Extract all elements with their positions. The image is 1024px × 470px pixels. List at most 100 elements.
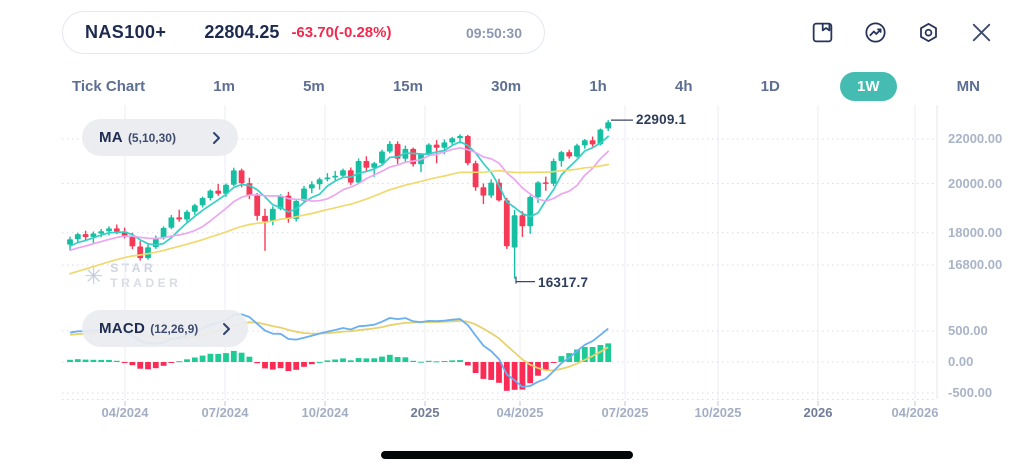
x-axis: 04/2024 07/2024 10/2024 2025 04/2025 07/2025 1…	[0, 405, 1024, 421]
macd-histogram-bar	[605, 343, 612, 362]
x-axis-label: 07/2024	[201, 405, 249, 420]
macd-histogram-bar	[472, 362, 479, 373]
macd-histogram-bar	[394, 357, 401, 362]
candle-body	[480, 187, 487, 196]
home-indicator	[381, 451, 633, 459]
x-axis-label: 2026	[803, 405, 833, 420]
tab-tick-chart[interactable]: Tick Chart	[64, 73, 153, 100]
tab-1w[interactable]: 1W	[840, 71, 897, 101]
y-axis-price-label: 22000.00	[948, 131, 1003, 146]
macd-histogram-bar	[207, 353, 214, 362]
candle-body	[472, 163, 479, 188]
quote-time: 09:50:30	[465, 24, 522, 41]
timeframe-tabs: Tick Chart 1m 5m 15m 30m 1h 4h 1D 1W MN	[64, 70, 988, 102]
candle-body	[581, 140, 588, 146]
macd-histogram-bar	[238, 352, 245, 362]
macd-histogram-bar	[527, 362, 534, 384]
y-axis-macd-label: 0.00	[948, 354, 974, 369]
candle-body	[542, 182, 549, 184]
candle-body	[184, 211, 190, 220]
macd-histogram-bar	[293, 362, 300, 370]
macd-histogram-bar	[574, 349, 580, 362]
macd-histogram-bar	[597, 345, 604, 362]
candle-body	[254, 195, 261, 216]
y-axis: 22000.00 20000.00 18000.00 16800.00 500.00 0.…	[948, 0, 1024, 470]
candle-body	[503, 200, 510, 247]
y-axis-price-label: 20000.00	[948, 175, 1003, 191]
macd-histogram-bar	[402, 357, 409, 362]
macd-histogram-bar	[433, 361, 440, 363]
settings-icon	[920, 22, 937, 43]
macd-histogram-bar	[106, 359, 112, 362]
macd-histogram-bar	[363, 358, 370, 362]
x-axis-label: 10/2025	[694, 405, 742, 420]
macd-histogram-bar	[269, 362, 276, 370]
candle-body	[129, 235, 136, 247]
tab-1h[interactable]: 1h	[581, 73, 615, 100]
candle-body	[527, 197, 534, 227]
macd-histogram-bar	[379, 356, 385, 362]
tab-5m[interactable]: 5m	[295, 73, 333, 100]
macd-histogram-bar	[316, 361, 323, 363]
macd-histogram-bar	[254, 362, 261, 364]
tab-15m[interactable]: 15m	[385, 73, 431, 100]
ma10-line	[69, 146, 610, 252]
macd-histogram-bar	[184, 359, 190, 362]
indicator-button[interactable]	[863, 20, 888, 45]
macd-histogram-bar	[230, 350, 237, 362]
candle-body	[535, 182, 541, 198]
candle-body	[308, 184, 315, 189]
tab-1d[interactable]: 1D	[753, 73, 788, 100]
ma-indicator-pill[interactable]: MA (5,10,30)	[82, 119, 238, 156]
save-bookmark-button[interactable]	[810, 20, 835, 45]
macd-histogram-bar	[418, 361, 424, 363]
macd-label: MACD	[99, 320, 146, 337]
ma-lines-layer	[69, 135, 610, 275]
macd-indicator-pill[interactable]: MACD (12,26,9)	[82, 310, 248, 347]
macd-histogram-bar	[550, 362, 557, 363]
macd-histogram-bar	[168, 362, 175, 363]
ma-params: (5,10,30)	[127, 131, 176, 145]
tab-mn[interactable]: MN	[949, 73, 988, 100]
macd-histogram-bar	[324, 360, 331, 362]
candle-body	[106, 228, 112, 232]
watermark-line2: TRADER	[110, 276, 182, 290]
macd-histogram-bar	[542, 362, 549, 371]
x-axis-label: 07/2025	[601, 405, 649, 420]
macd-histogram-bar	[191, 357, 198, 362]
tab-4h[interactable]: 4h	[667, 73, 701, 100]
macd-histogram-bar	[441, 361, 448, 362]
candle-body	[441, 142, 448, 148]
settings-button[interactable]	[916, 20, 941, 45]
macd-histogram-bar	[137, 362, 144, 369]
candle-body	[199, 198, 206, 206]
macd-histogram-bar	[371, 358, 378, 362]
close-button[interactable]	[969, 20, 994, 45]
macd-histogram-bar	[277, 362, 284, 369]
tab-1m[interactable]: 1m	[205, 73, 243, 100]
chart-toolbar	[810, 20, 994, 45]
y-axis-macd-label: -500.00	[948, 385, 993, 400]
macd-histogram-bar	[558, 356, 565, 362]
candle-body	[82, 234, 89, 237]
macd-histogram-bar	[347, 360, 354, 362]
macd-histogram-bar	[519, 362, 526, 390]
macd-histogram-bar	[113, 360, 120, 362]
candle-body	[519, 215, 526, 227]
candle-body	[340, 170, 346, 176]
candle-body	[589, 140, 596, 145]
macd-histogram-bar	[301, 362, 307, 367]
candle-body	[597, 129, 604, 145]
candle-body	[425, 144, 432, 155]
candle-body	[168, 217, 175, 228]
macd-histogram-bar	[308, 362, 315, 365]
tab-30m[interactable]: 30m	[483, 73, 529, 100]
candle-body	[363, 161, 370, 168]
x-axis-label: 2025	[410, 405, 440, 420]
macd-histogram-bar	[129, 362, 136, 366]
candle-body	[355, 161, 362, 183]
ma30-line	[69, 163, 610, 275]
macd-histogram-bar	[285, 362, 292, 371]
